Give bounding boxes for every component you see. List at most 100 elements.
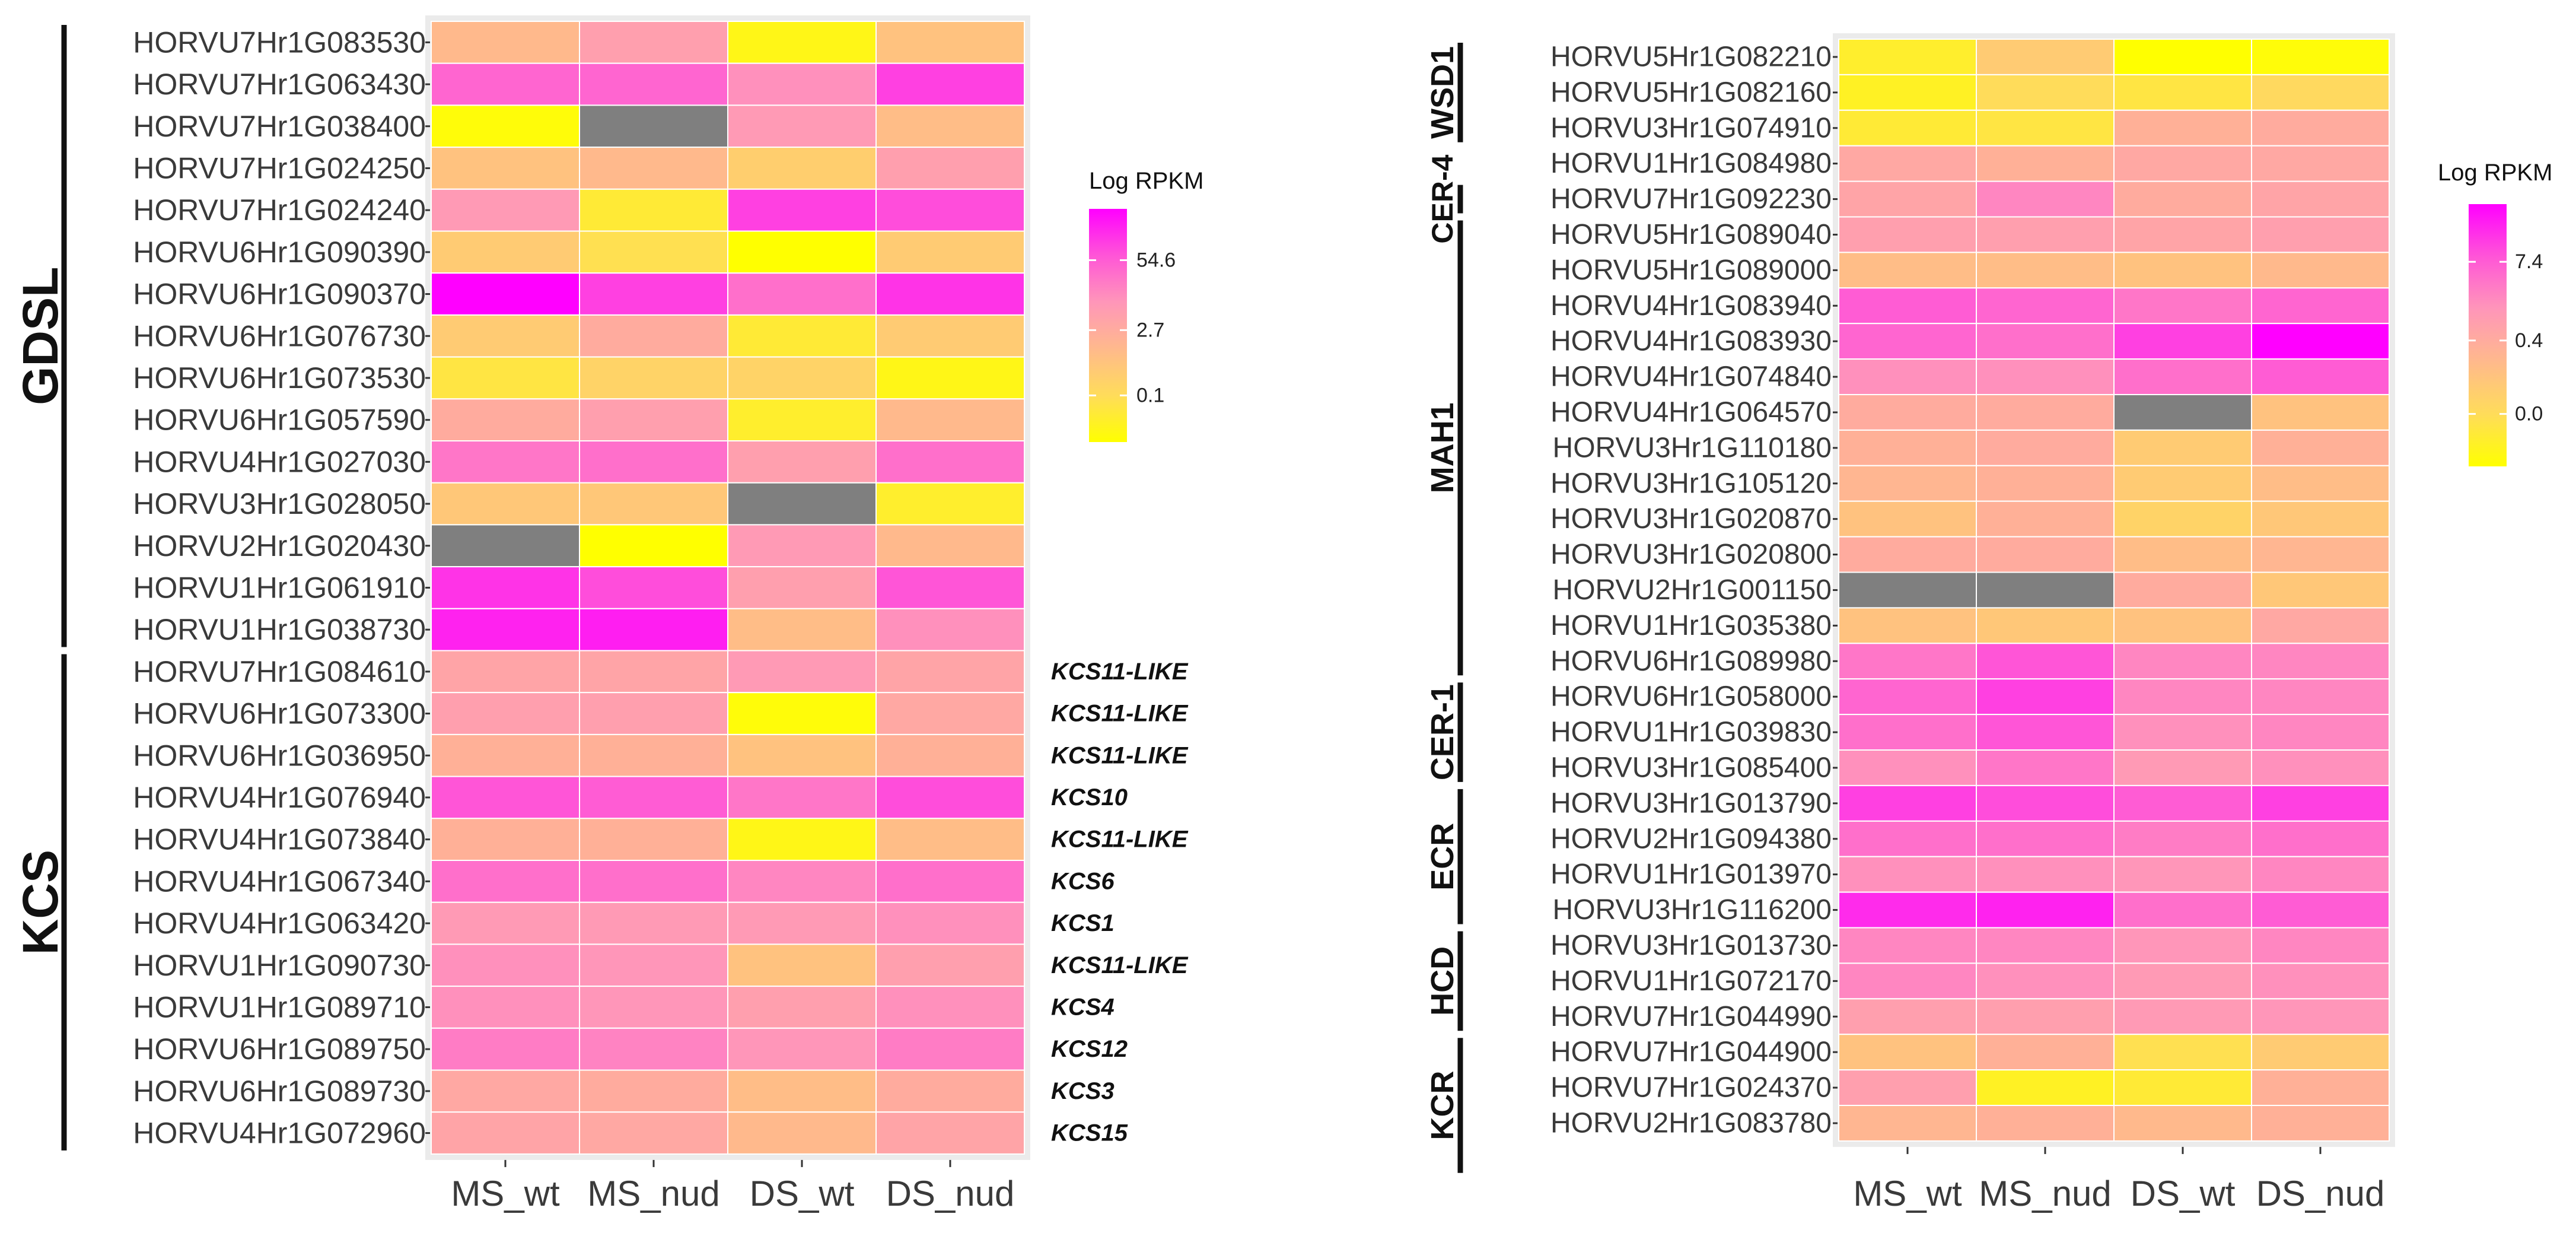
group-label: HCD	[1425, 946, 1460, 1016]
heatmap-cell	[2251, 891, 2390, 929]
gene-label: HORVU6Hr1G090370	[133, 278, 426, 311]
heatmap-cell	[1838, 500, 1977, 538]
heatmap-cell	[727, 901, 877, 945]
heatmap-cell	[2251, 74, 2390, 111]
heatmap-cell	[431, 524, 580, 568]
heatmap-cell	[431, 62, 580, 106]
heatmap-cell	[2251, 358, 2390, 395]
heatmap-cell	[431, 986, 580, 1029]
group-label: CER-1	[1425, 684, 1460, 780]
heatmap-cell	[2113, 571, 2252, 609]
heatmap-cell	[1976, 784, 2115, 822]
heatmap-cell	[431, 398, 580, 441]
heatmap-cell	[2251, 252, 2390, 289]
gene-label: HORVU4Hr1G027030	[133, 445, 426, 478]
heatmap-cell	[875, 1111, 1025, 1155]
heatmap-cell	[579, 608, 728, 652]
heatmap-right: HORVU5Hr1G082210 HORVU5Hr1G082160 HORVU3Hr…	[1425, 33, 2552, 1213]
heatmap-cell	[875, 356, 1025, 400]
gene-label: HORVU1Hr1G038730	[133, 613, 426, 646]
heatmap-cell	[727, 943, 877, 987]
heatmap-cell	[1976, 180, 2115, 218]
gene-annotation: KCS11-LIKE	[1051, 952, 1189, 978]
heatmap-cell	[431, 776, 580, 819]
heatmap-cell	[727, 1027, 877, 1071]
heatmap-cell	[875, 733, 1025, 777]
heatmap-cell	[1976, 1034, 2115, 1071]
heatmap-cell	[2113, 820, 2252, 857]
gene-label: HORVU7Hr1G083530	[133, 26, 426, 59]
heatmap-cell	[2113, 678, 2252, 716]
heatmap-cell	[1838, 323, 1977, 360]
heatmap-cell	[875, 314, 1025, 358]
heatmap-cell	[2251, 962, 2390, 1000]
heatmap-cell	[2113, 39, 2252, 75]
heatmap-cell	[579, 21, 728, 64]
heatmap-cell	[1976, 74, 2115, 111]
column-label: MS_wt	[451, 1174, 560, 1213]
heatmap-cell	[727, 314, 877, 358]
heatmap-cell	[579, 818, 728, 862]
gene-label: HORVU6Hr1G036950	[133, 739, 426, 772]
heatmap-cell	[1976, 465, 2115, 502]
group-label: CER-4	[1426, 154, 1459, 243]
heatmap-cell	[431, 943, 580, 987]
gene-label: HORVU1Hr1G072170	[1550, 965, 1832, 997]
gene-annotation: KCS1	[1051, 910, 1115, 936]
gene-label: HORVU6Hr1G076730	[133, 319, 426, 352]
heatmap-cell	[2113, 749, 2252, 786]
heatmap-cell	[2251, 571, 2390, 609]
heatmap-cell	[727, 566, 877, 609]
heatmap-cell	[2251, 536, 2390, 573]
heatmap-cell	[875, 943, 1025, 987]
heatmap-cell	[579, 692, 728, 735]
heatmap-cell	[2113, 394, 2252, 431]
heatmap-cell	[1976, 607, 2115, 644]
heatmap-cell	[431, 147, 580, 190]
heatmap-cell	[1838, 145, 1977, 182]
gene-label: HORVU7Hr1G044990	[1550, 1001, 1832, 1032]
column-label: DS_nud	[886, 1174, 1015, 1213]
gene-label: HORVU1Hr1G061910	[133, 571, 426, 604]
gene-label: HORVU4Hr1G067340	[133, 865, 426, 898]
gene-label: HORVU7Hr1G024370	[1550, 1072, 1832, 1104]
heatmap-cell	[727, 860, 877, 903]
heatmap-cell	[1838, 856, 1977, 893]
heatmap-cell	[1838, 749, 1977, 786]
heatmap-cell	[1838, 927, 1977, 964]
column-label: DS_wt	[2131, 1174, 2236, 1213]
heatmap-cell	[875, 524, 1025, 568]
heatmap-cell	[2251, 109, 2390, 147]
heatmap-cell	[1838, 74, 1977, 111]
gene-label: HORVU1Hr1G090730	[133, 949, 426, 982]
heatmap-cell	[2251, 856, 2390, 893]
heatmap-cell	[431, 733, 580, 777]
heatmap-cell	[431, 21, 580, 64]
heatmap-cell	[875, 776, 1025, 819]
legend-tick-label: 0.0	[2515, 403, 2543, 425]
heatmap-cell	[431, 650, 580, 694]
heatmap-cell	[431, 692, 580, 735]
gene-label: HORVU4Hr1G064570	[1550, 396, 1832, 428]
heatmap-cell	[1976, 998, 2115, 1035]
gene-annotation: KCS6	[1051, 868, 1115, 894]
heatmap-cell	[1838, 358, 1977, 395]
heatmap-cell	[2251, 500, 2390, 538]
gene-label: HORVU6Hr1G073530	[133, 361, 426, 395]
heatmap-cell	[875, 566, 1025, 609]
heatmap-cell	[2251, 145, 2390, 182]
heatmap-cell	[579, 901, 728, 945]
heatmap-cell	[875, 398, 1025, 441]
gene-label: HORVU1Hr1G039830	[1550, 717, 1832, 748]
heatmap-cell	[1976, 714, 2115, 751]
heatmap-cell	[1976, 145, 2115, 182]
gene-label: HORVU5Hr1G089040	[1550, 219, 1832, 250]
gene-label: HORVU7Hr1G084610	[133, 655, 426, 688]
heatmap-cell	[875, 650, 1025, 694]
heatmap-cell	[1976, 39, 2115, 75]
heatmap-cell	[727, 188, 877, 232]
heatmap-cell	[875, 1069, 1025, 1113]
gene-label: HORVU5Hr1G089000	[1550, 255, 1832, 286]
heatmap-cell	[2251, 784, 2390, 822]
heatmap-cell	[1976, 749, 2115, 786]
